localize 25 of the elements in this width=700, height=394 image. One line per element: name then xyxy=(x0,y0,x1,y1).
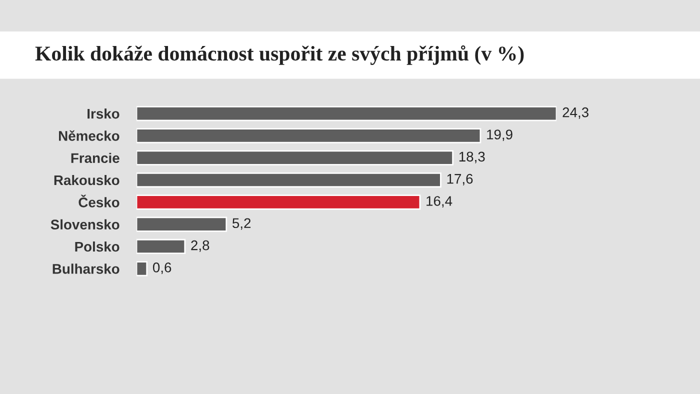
bar xyxy=(136,172,442,188)
chart-title: Kolik dokáže domácnost uspořit ze svých příjmů (v %) xyxy=(35,45,524,65)
bar xyxy=(136,261,148,276)
data-label: 5,2 xyxy=(232,218,251,230)
y-tick-label: Německo xyxy=(59,130,120,141)
bar xyxy=(136,128,482,144)
data-label: 17,6 xyxy=(447,174,473,186)
data-label: 18,3 xyxy=(459,152,485,164)
y-tick-label: Polsko xyxy=(75,241,120,252)
bar xyxy=(136,238,186,254)
bar xyxy=(136,194,421,210)
data-label: 19,9 xyxy=(487,130,512,142)
y-tick-label: Bulharsko xyxy=(52,264,120,274)
bar xyxy=(136,216,228,232)
data-label: 0,6 xyxy=(152,262,172,274)
y-tick-label: Francie xyxy=(71,152,120,164)
bar xyxy=(136,150,454,166)
y-tick-label: Irsko xyxy=(88,108,120,119)
bar xyxy=(136,106,556,122)
y-tick-label: Česko xyxy=(78,194,120,208)
data-label: 16,4 xyxy=(426,196,452,208)
y-tick-label: Rakousko xyxy=(54,174,120,186)
data-label: 24,3 xyxy=(562,107,588,119)
data-label: 2,8 xyxy=(191,240,210,252)
y-tick-label: Slovensko xyxy=(50,219,120,230)
